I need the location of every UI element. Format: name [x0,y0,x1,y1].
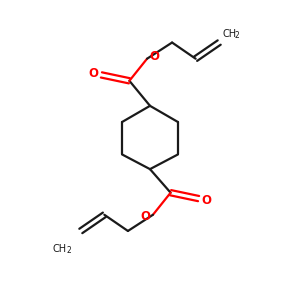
Text: 2: 2 [66,246,71,255]
Text: O: O [141,210,151,223]
Text: 2: 2 [235,32,239,40]
Text: CH: CH [53,244,67,254]
Text: O: O [149,50,159,63]
Text: O: O [88,67,98,80]
Text: CH: CH [222,29,236,39]
Text: O: O [202,194,212,207]
